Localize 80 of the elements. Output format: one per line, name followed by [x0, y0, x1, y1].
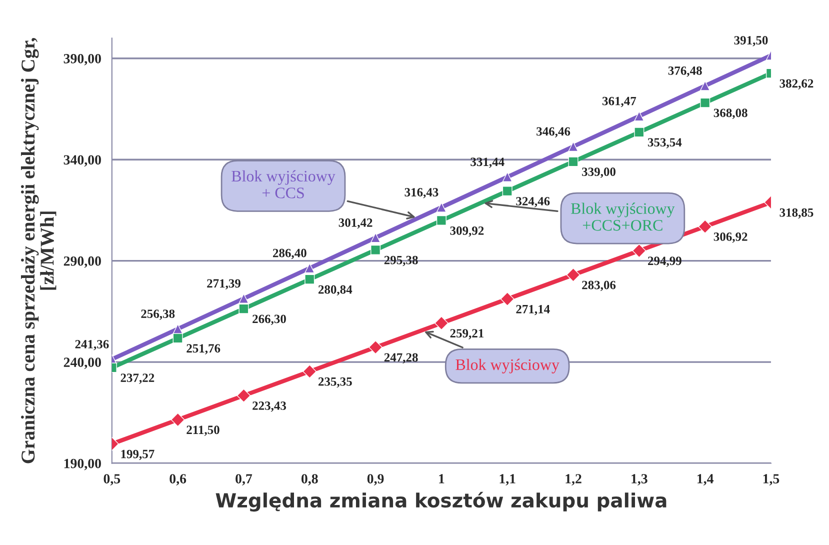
data-label: 382,62: [780, 79, 814, 90]
data-label: 199,57: [121, 450, 154, 460]
data-label: 339,00: [582, 168, 616, 178]
point: [370, 244, 381, 255]
data-label: 266,30: [252, 314, 286, 325]
point: [698, 220, 712, 234]
point: [304, 274, 315, 284]
x-tick-label: 1,3: [632, 474, 648, 486]
data-label: 294,99: [648, 256, 682, 267]
data-label: 286,40: [273, 248, 306, 260]
data-label: 247,28: [384, 353, 418, 364]
point: [634, 111, 644, 122]
data-label: 237,22: [120, 374, 154, 384]
data-label: 259,21: [450, 329, 484, 340]
data-label: 316,43: [404, 188, 438, 198]
data-label: 368,08: [714, 108, 748, 119]
data-label: 306,92: [714, 232, 748, 243]
x-tick-label: 0,5: [104, 474, 120, 486]
data-label: 376,48: [668, 66, 702, 77]
data-label: 324,46: [516, 197, 550, 208]
point: [700, 98, 710, 108]
data-label: 256,38: [141, 310, 175, 320]
data-label: 211,50: [186, 426, 220, 436]
point: [304, 263, 315, 274]
point: [634, 127, 644, 138]
data-label: 280,84: [318, 285, 352, 296]
data-label: 318,85: [780, 208, 814, 219]
x-tick-label: 1,5: [763, 474, 780, 486]
text: Blok wyjściowy +CCS+ORC: [571, 202, 675, 231]
point: [566, 268, 580, 282]
data-label: 361,47: [602, 96, 636, 108]
point: [436, 202, 446, 212]
point: [500, 292, 514, 306]
data-label: 235,35: [318, 377, 352, 388]
data-label: 271,14: [516, 304, 550, 316]
data-label: 295,38: [384, 256, 418, 266]
x-tick-label: 0,8: [301, 474, 318, 486]
x-tick-label: 0,9: [367, 474, 384, 486]
data-label: 283,06: [582, 280, 616, 292]
y-tick-label: 190,00: [64, 458, 101, 470]
data-label: 309,92: [450, 226, 484, 237]
point: [236, 388, 251, 403]
point: [436, 215, 446, 226]
data-label: 251,76: [186, 344, 220, 354]
data-label: 331,44: [470, 158, 504, 168]
point: [502, 172, 512, 182]
x-tick-label: 1,4: [697, 474, 714, 486]
x-tick-label: 1,2: [566, 474, 582, 486]
point: [238, 304, 249, 314]
point: [170, 412, 185, 427]
text: Blok wyjściowy: [456, 358, 560, 374]
y-tick-label: 340,00: [64, 155, 101, 167]
data-label: 271,39: [207, 279, 240, 290]
data-label: 391,50: [734, 36, 768, 46]
point: [172, 333, 183, 344]
y-axis-title: Graniczna cena sprzedaży energii elektrycznej Cgr, [zł/MWh]: [20, 38, 56, 464]
point: [368, 340, 382, 354]
point: [700, 80, 710, 91]
point: [568, 142, 578, 152]
point: [632, 244, 646, 258]
x-axis-title: Względna zmiana kosztów zakupu paliwa: [216, 492, 666, 512]
point: [302, 364, 317, 378]
x-tick-label: 1: [439, 474, 444, 484]
point: [568, 156, 578, 167]
text: Blok wyjściowy + CCS: [232, 170, 336, 198]
point: [370, 232, 381, 243]
data-label: 241,36: [75, 340, 109, 350]
x-tick-label: 1,1: [500, 474, 516, 486]
y-tick-label: 290,00: [64, 256, 101, 268]
data-label: 353,54: [648, 138, 682, 148]
x-tick-label: 0,7: [236, 474, 252, 486]
data-label: 223,43: [252, 402, 286, 412]
x-tick-label: 0,6: [170, 474, 186, 486]
data-label: 346,46: [536, 127, 570, 138]
y-tick-label: 240,00: [64, 358, 101, 370]
point: [238, 293, 249, 304]
y-tick-label: 390,00: [64, 54, 101, 66]
data-label: 301,42: [338, 218, 372, 229]
point: [434, 316, 448, 330]
point: [502, 186, 512, 196]
